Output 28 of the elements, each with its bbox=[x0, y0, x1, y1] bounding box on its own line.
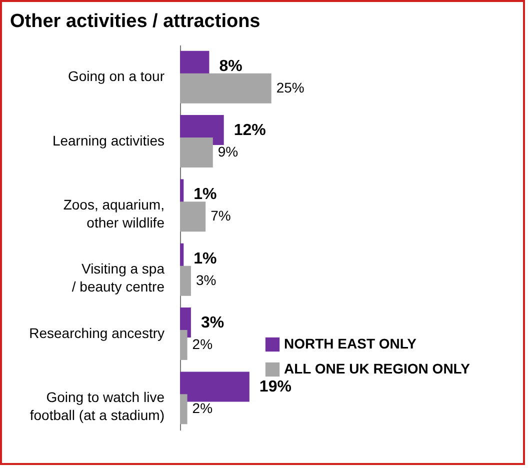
data-label: 2% bbox=[192, 400, 213, 416]
data-label: 25% bbox=[276, 79, 304, 96]
bar bbox=[180, 330, 188, 360]
data-label: 8% bbox=[219, 58, 242, 75]
y-tick-label: Zoos, aquarium, other wildlife bbox=[63, 196, 165, 230]
y-tick-label: Learning activities bbox=[52, 132, 164, 148]
data-label: 9% bbox=[218, 143, 238, 160]
data-label: 7% bbox=[210, 208, 231, 224]
y-tick-label: Visiting a spa / beauty centre bbox=[72, 260, 165, 295]
data-label: 3% bbox=[196, 272, 216, 288]
y-tick-label: Researching ancestry bbox=[29, 324, 164, 341]
data-label: 12% bbox=[234, 122, 266, 140]
data-label: 1% bbox=[194, 186, 217, 204]
bar bbox=[180, 266, 191, 296]
y-tick-label: Going on a tour bbox=[68, 68, 165, 84]
bar bbox=[180, 137, 213, 168]
y-tick-label: Going to watch live football (at a stadium) bbox=[30, 388, 165, 423]
bar bbox=[180, 73, 272, 104]
chart-title: Other activities / attractions bbox=[10, 11, 260, 32]
bar bbox=[180, 202, 206, 232]
data-label: 1% bbox=[194, 250, 217, 268]
bar bbox=[180, 394, 188, 424]
data-label: 2% bbox=[192, 336, 213, 352]
data-label: 19% bbox=[259, 378, 292, 396]
data-label: 3% bbox=[200, 314, 224, 332]
legend-label: ALL ONE UK REGION ONLY bbox=[284, 360, 471, 376]
bar bbox=[180, 372, 250, 402]
legend-label: NORTH EAST ONLY bbox=[284, 336, 418, 352]
